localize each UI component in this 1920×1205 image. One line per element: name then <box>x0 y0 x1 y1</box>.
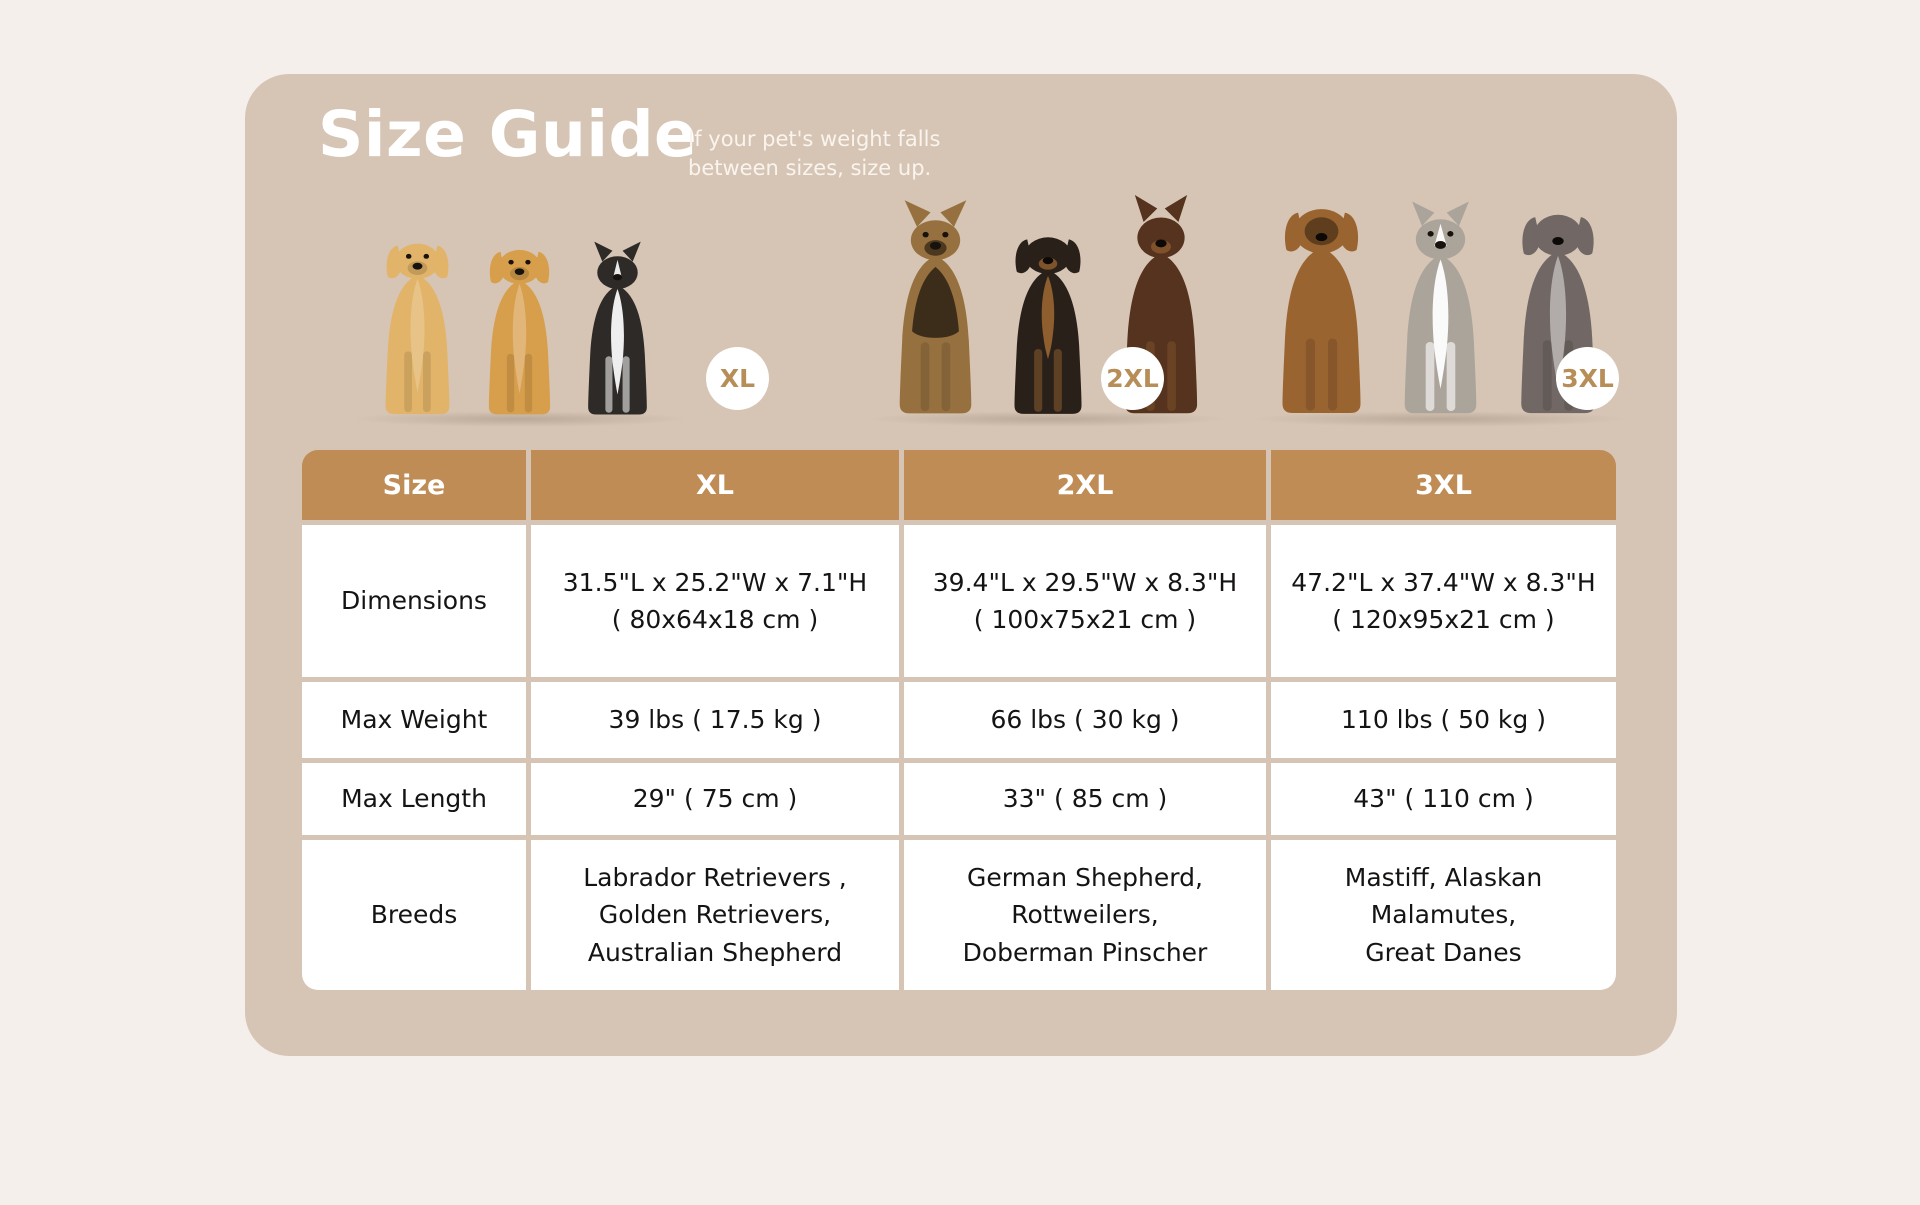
cell-breeds-xl: Labrador Retrievers , Golden Retrievers,… <box>531 840 899 990</box>
row-label-max-length: Max Length <box>302 763 526 835</box>
size-badge-3xl: 3XL <box>1556 347 1619 410</box>
table-header-size: Size <box>302 450 526 520</box>
page-title: Size Guide <box>318 98 698 171</box>
page-subtitle: If your pet's weight falls between sizes… <box>688 127 941 181</box>
golden-retriever-icon <box>488 249 551 415</box>
cell-breeds-3xl: Mastiff, Alaskan Malamutes, Great Danes <box>1271 840 1616 990</box>
labrador-retriever-icon <box>385 243 450 415</box>
dog-group-xl <box>368 224 663 420</box>
ground-shadow <box>350 411 690 427</box>
border-collie-icon <box>588 241 647 415</box>
table-header-2xl: 2XL <box>904 450 1266 520</box>
cell-max-length-2xl: 33" ( 85 cm ) <box>904 763 1266 835</box>
row-label-max-weight: Max Weight <box>302 682 526 758</box>
size-badge-xl: XL <box>706 347 769 410</box>
cell-max-length-xl: 29" ( 75 cm ) <box>531 763 899 835</box>
cell-dimensions-xl: 31.5"L x 25.2"W x 7.1"H ( 80x64x18 cm ) <box>531 525 899 677</box>
row-label-dimensions: Dimensions <box>302 525 526 677</box>
cell-dimensions-3xl: 47.2"L x 37.4"W x 8.3"H ( 120x95x21 cm ) <box>1271 525 1616 677</box>
ground-shadow <box>865 411 1230 427</box>
dog-group-2xl <box>880 195 1217 420</box>
row-label-breeds: Breeds <box>302 840 526 990</box>
size-guide-table: Size XL 2XL 3XL Dimensions 31.5"L x 25.2… <box>302 450 1616 990</box>
alaskan-malamute-icon <box>1404 201 1477 414</box>
cell-max-weight-xl: 39 lbs ( 17.5 kg ) <box>531 682 899 758</box>
rottweiler-icon <box>1014 237 1082 414</box>
size-badge-2xl: 2XL <box>1101 347 1164 410</box>
cell-max-weight-2xl: 66 lbs ( 30 kg ) <box>904 682 1266 758</box>
cell-max-weight-3xl: 110 lbs ( 50 kg ) <box>1271 682 1616 758</box>
cell-dimensions-2xl: 39.4"L x 29.5"W x 8.3"H ( 100x75x21 cm ) <box>904 525 1266 677</box>
table-header-3xl: 3XL <box>1271 450 1616 520</box>
german-shepherd-icon <box>899 200 972 414</box>
ground-shadow <box>1250 411 1630 427</box>
cell-breeds-2xl: German Shepherd, Rottweilers, Doberman P… <box>904 840 1266 990</box>
cell-max-length-3xl: 43" ( 110 cm ) <box>1271 763 1616 835</box>
mastiff-icon <box>1282 209 1361 414</box>
table-header-xl: XL <box>531 450 899 520</box>
